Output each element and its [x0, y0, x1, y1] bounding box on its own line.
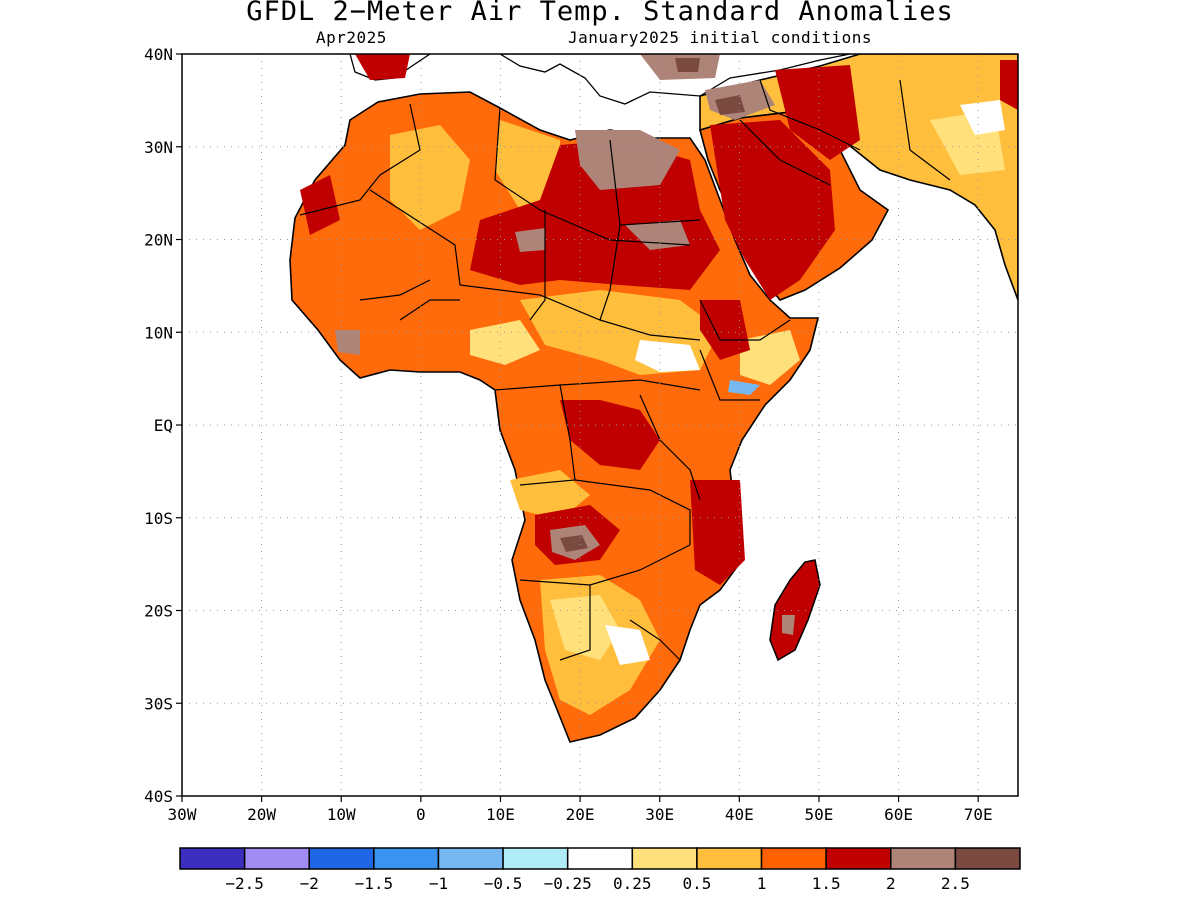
colorbar-swatch — [760, 847, 827, 870]
colorbar-swatch — [631, 847, 698, 870]
colorbar-label: 0.5 — [682, 874, 711, 893]
strong-anomaly-patches — [300, 54, 1018, 635]
lat-tick-label: 30S — [144, 694, 173, 713]
lon-tick-label: 0 — [416, 805, 426, 824]
colorbar-label: 0.25 — [613, 874, 652, 893]
colorbar-swatch — [373, 847, 440, 870]
colorbar-label: −1.5 — [355, 874, 394, 893]
lon-tick-label: 50E — [804, 805, 833, 824]
colorbar-label: 2 — [886, 874, 896, 893]
colorbar-swatch — [437, 847, 504, 870]
lon-tick-label: 30E — [645, 805, 674, 824]
lon-tick-label: 40E — [725, 805, 754, 824]
colorbar-swatch — [696, 847, 763, 870]
chart-title: GFDL 2−Meter Air Temp. Standard Anomalie… — [246, 0, 954, 27]
lat-tick-label: 30N — [144, 138, 173, 157]
lat-tick-label: 20S — [144, 602, 173, 621]
lat-tick-label: 40N — [144, 45, 173, 64]
colorbar-label: 2.5 — [941, 874, 970, 893]
colorbar-label: −2 — [300, 874, 319, 893]
colorbar-label: −1 — [429, 874, 448, 893]
lat-tick-label: 40S — [144, 787, 173, 806]
colorbar: −2.5 −2 −1.5 −1 −0.5 −0.25 0.25 0.5 1 1.5 2 2.5 — [179, 847, 1021, 893]
colorbar-swatch — [954, 847, 1021, 870]
lon-tick-label: 30W — [168, 805, 197, 824]
colorbar-swatch — [243, 847, 310, 870]
country-borders — [299, 79, 951, 661]
lon-tick-label: 70E — [964, 805, 993, 824]
lat-tick-label: 10S — [144, 509, 173, 528]
longitude-axis: 30W 20W 10W 0 10E 20E 30E 40E 50E 60E 70E — [168, 796, 993, 824]
map-content — [289, 54, 1018, 743]
madagascar-land — [769, 559, 821, 662]
lat-tick-label: EQ — [154, 416, 173, 435]
colorbar-swatch — [502, 847, 569, 870]
lon-tick-label: 20W — [247, 805, 276, 824]
colorbar-swatch — [566, 847, 634, 870]
colorbar-label: −0.5 — [484, 874, 523, 893]
valid-month: Apr2025 — [316, 28, 387, 47]
grid-lines — [182, 54, 1018, 796]
init-conditions: January2025 initial conditions — [568, 28, 872, 47]
colorbar-swatch — [825, 847, 892, 870]
colorbar-swatch — [308, 847, 375, 870]
colorbar-label: 1.5 — [812, 874, 841, 893]
lon-tick-label: 60E — [884, 805, 913, 824]
lon-tick-label: 10E — [486, 805, 515, 824]
lat-tick-label: 10N — [144, 323, 173, 342]
latitude-axis: 40N 30N 20N 10N EQ 10S 20S 30S 40S — [144, 45, 182, 806]
colorbar-swatch — [890, 847, 957, 870]
lon-tick-label: 20E — [566, 805, 595, 824]
lat-tick-label: 20N — [144, 231, 173, 250]
colorbar-label: 1 — [757, 874, 767, 893]
colorbar-label: −0.25 — [544, 874, 592, 893]
colorbar-label: −2.5 — [225, 874, 264, 893]
lon-tick-label: 10W — [327, 805, 356, 824]
colorbar-swatch — [179, 847, 246, 870]
